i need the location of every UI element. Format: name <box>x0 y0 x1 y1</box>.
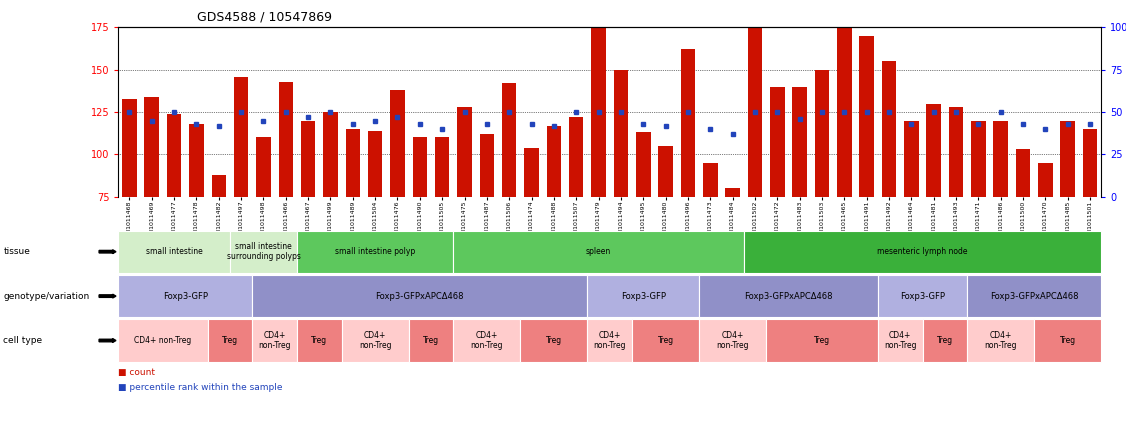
Bar <box>457 107 472 197</box>
Bar <box>212 175 226 197</box>
Text: CD4+
non-Treg: CD4+ non-Treg <box>716 331 749 350</box>
Bar <box>770 87 785 197</box>
Text: Foxp3-GFP: Foxp3-GFP <box>620 291 665 301</box>
Bar <box>502 83 517 197</box>
Text: Foxp3-GFP: Foxp3-GFP <box>163 291 208 301</box>
Text: Treg: Treg <box>658 336 673 345</box>
Bar <box>525 148 539 197</box>
Text: Treg: Treg <box>222 336 238 345</box>
Bar <box>971 121 985 197</box>
Text: Foxp3-GFP: Foxp3-GFP <box>900 291 945 301</box>
Bar <box>882 61 896 197</box>
Text: CD4+
non-Treg: CD4+ non-Treg <box>471 331 503 350</box>
Bar <box>993 121 1008 197</box>
Bar <box>569 117 583 197</box>
Bar <box>1083 129 1098 197</box>
Text: CD4+
non-Treg: CD4+ non-Treg <box>359 331 392 350</box>
Bar <box>837 27 851 197</box>
Text: cell type: cell type <box>3 336 43 345</box>
Bar <box>144 97 159 197</box>
Bar <box>1061 121 1075 197</box>
Bar <box>480 134 494 197</box>
Text: CD4+
non-Treg: CD4+ non-Treg <box>884 331 917 350</box>
Bar <box>412 137 427 197</box>
Bar <box>546 126 561 197</box>
Bar <box>614 70 628 197</box>
Text: Treg: Treg <box>546 336 562 345</box>
Text: CD4+
non-Treg: CD4+ non-Treg <box>258 331 291 350</box>
Bar <box>904 121 919 197</box>
Bar <box>1038 163 1053 197</box>
Text: tissue: tissue <box>3 247 30 256</box>
Text: Treg: Treg <box>814 336 830 345</box>
Bar <box>391 90 404 197</box>
Bar <box>278 82 293 197</box>
Text: CD4+ non-Treg: CD4+ non-Treg <box>134 336 191 345</box>
Bar <box>189 124 204 197</box>
Text: Treg: Treg <box>423 336 439 345</box>
Text: spleen: spleen <box>586 247 611 256</box>
Text: Treg: Treg <box>1060 336 1075 345</box>
Text: Foxp3-GFPxAPCΔ468: Foxp3-GFPxAPCΔ468 <box>376 291 464 301</box>
Bar <box>323 112 338 197</box>
Bar <box>591 27 606 197</box>
Bar <box>949 107 963 197</box>
Text: Treg: Treg <box>311 336 328 345</box>
Bar <box>659 146 673 197</box>
Bar <box>368 131 383 197</box>
Text: small intestine: small intestine <box>145 247 203 256</box>
Text: Foxp3-GFPxAPCΔ468: Foxp3-GFPxAPCΔ468 <box>990 291 1079 301</box>
Bar <box>636 132 651 197</box>
Text: Treg: Treg <box>937 336 953 345</box>
Text: GDS4588 / 10547869: GDS4588 / 10547869 <box>197 10 332 23</box>
Bar <box>927 104 941 197</box>
Text: small intestine
surrounding polyps: small intestine surrounding polyps <box>226 242 301 261</box>
Bar <box>1016 149 1030 197</box>
Text: genotype/variation: genotype/variation <box>3 291 90 301</box>
Text: Foxp3-GFPxAPCΔ468: Foxp3-GFPxAPCΔ468 <box>744 291 833 301</box>
Bar <box>859 36 874 197</box>
Text: ■ count: ■ count <box>118 368 155 377</box>
Text: CD4+
non-Treg: CD4+ non-Treg <box>984 331 1017 350</box>
Bar <box>793 87 807 197</box>
Bar <box>725 188 740 197</box>
Bar <box>122 99 136 197</box>
Bar <box>257 137 270 197</box>
Bar <box>435 137 449 197</box>
Text: small intestine polyp: small intestine polyp <box>336 247 415 256</box>
Text: CD4+
non-Treg: CD4+ non-Treg <box>593 331 626 350</box>
Bar <box>167 114 181 197</box>
Bar <box>815 70 829 197</box>
Bar <box>680 49 695 197</box>
Bar <box>346 129 360 197</box>
Text: ■ percentile rank within the sample: ■ percentile rank within the sample <box>118 383 283 392</box>
Bar <box>234 77 249 197</box>
Text: mesenteric lymph node: mesenteric lymph node <box>877 247 967 256</box>
Bar <box>703 163 717 197</box>
Bar <box>748 27 762 197</box>
Bar <box>301 121 315 197</box>
